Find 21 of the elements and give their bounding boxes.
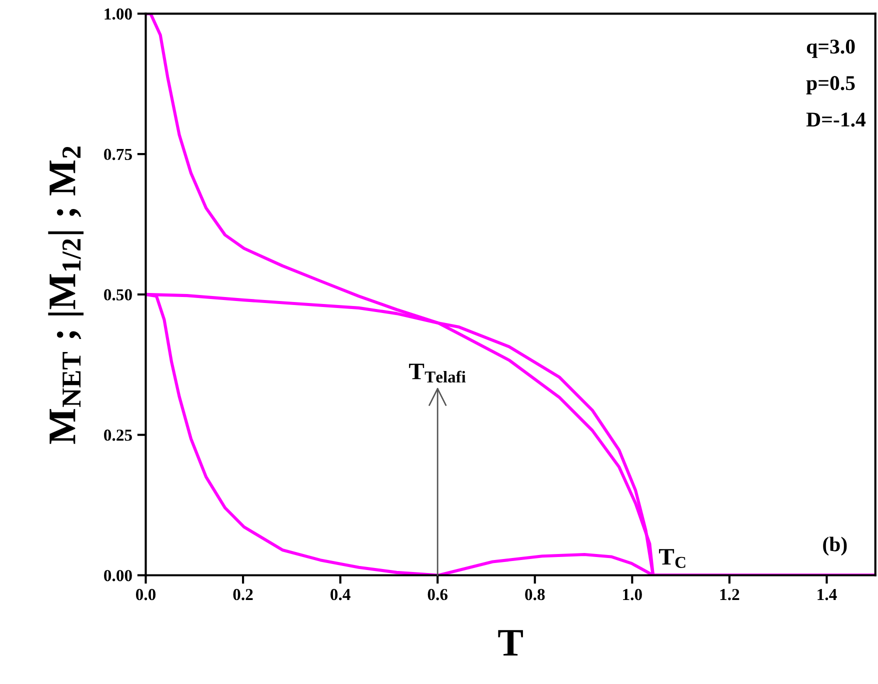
x-tick-label: 0.0 <box>136 588 156 600</box>
y-tick-label: 0.50 <box>104 289 132 300</box>
y-tick-label: 1.00 <box>104 8 132 20</box>
x-tick-label: 0.8 <box>525 588 545 600</box>
y-tick-label: 0.75 <box>104 148 132 160</box>
y-axis-title: M$_{NET}$ ; |M$_{1/2}$| ; M$_{2}$ <box>48 146 84 444</box>
annotation: p=0.5 <box>806 76 855 94</box>
annotation: T$_{C}$ <box>659 549 686 568</box>
x-tick-label: 0.6 <box>428 588 448 600</box>
annotation: (b) <box>823 536 847 556</box>
annotation: D=-1.4 <box>806 112 866 127</box>
x-tick-label: 1.0 <box>623 588 642 600</box>
x-tick-label: 1.4 <box>818 589 837 600</box>
annotation: q=3.0 <box>806 40 855 58</box>
annotation: T$_{Telafi}$ <box>409 364 466 383</box>
x-tick-label: 1.2 <box>720 588 740 600</box>
x-axis-title: T <box>498 630 523 656</box>
y-tick-label: 0.00 <box>104 570 132 582</box>
x-tick-label: 0.2 <box>233 588 253 600</box>
x-tick-label: 0.4 <box>330 588 350 600</box>
y-tick-label: 0.25 <box>104 430 132 441</box>
